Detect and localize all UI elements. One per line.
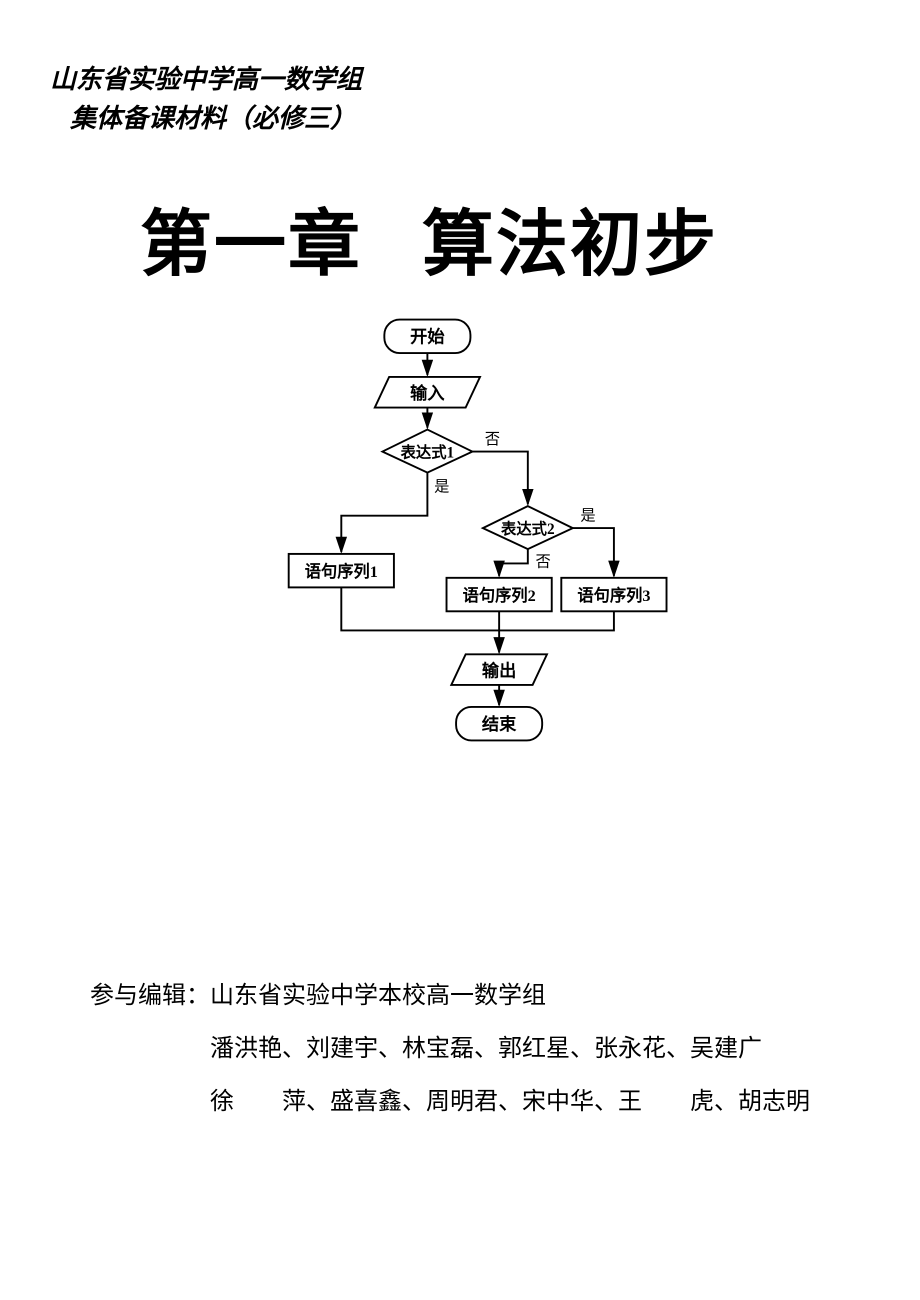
label-expr1-yes: 是 xyxy=(434,479,449,496)
document-header: 山东省实验中学高一数学组 集体备课材料（必修三） xyxy=(50,60,362,138)
label-expr1-no: 否 xyxy=(485,431,500,448)
edge xyxy=(573,528,614,576)
flowchart-diagram: 开始 输入 表达式1 否 是 表达式2 是 否 语句序列1 语句序列2 xyxy=(270,310,690,750)
editors-line-2: 潘洪艳、刘建宇、林宝磊、郭红星、张永花、吴建广 xyxy=(90,1023,810,1076)
edge xyxy=(472,452,527,505)
editors-line-3: 徐 萍、盛喜鑫、周明君、宋中华、王 虎、胡志明 xyxy=(90,1076,810,1129)
node-start-label: 开始 xyxy=(410,327,445,347)
node-stmt3-label: 语句序列3 xyxy=(577,586,650,605)
node-stmt2-label: 语句序列2 xyxy=(463,586,536,605)
edge xyxy=(341,473,427,552)
label-expr2-yes: 是 xyxy=(580,507,595,524)
header-line-2: 集体备课材料（必修三） xyxy=(50,99,362,138)
editors-section: 参与编辑：山东省实验中学本校高一数学组 潘洪艳、刘建宇、林宝磊、郭红星、张永花、… xyxy=(90,970,810,1128)
node-stmt1-label: 语句序列1 xyxy=(305,562,378,581)
node-input-label: 输入 xyxy=(410,383,445,403)
chapter-title: 第一章算法初步 xyxy=(140,185,718,290)
chapter-number: 第一章 xyxy=(140,205,362,285)
editors-line-1: 参与编辑：山东省实验中学本校高一数学组 xyxy=(90,970,810,1023)
node-expr1-label: 表达式1 xyxy=(401,443,455,461)
edge xyxy=(499,611,614,630)
editors-org: 山东省实验中学本校高一数学组 xyxy=(210,983,546,1009)
header-line-1: 山东省实验中学高一数学组 xyxy=(50,60,362,99)
node-end-label: 结束 xyxy=(482,714,517,734)
node-expr2-label: 表达式2 xyxy=(501,520,555,538)
edge xyxy=(499,549,528,576)
editors-prefix: 参与编辑： xyxy=(90,983,210,1009)
chapter-name: 算法初步 xyxy=(422,205,718,285)
label-expr2-no: 否 xyxy=(535,553,550,570)
node-output-label: 输出 xyxy=(482,660,516,680)
